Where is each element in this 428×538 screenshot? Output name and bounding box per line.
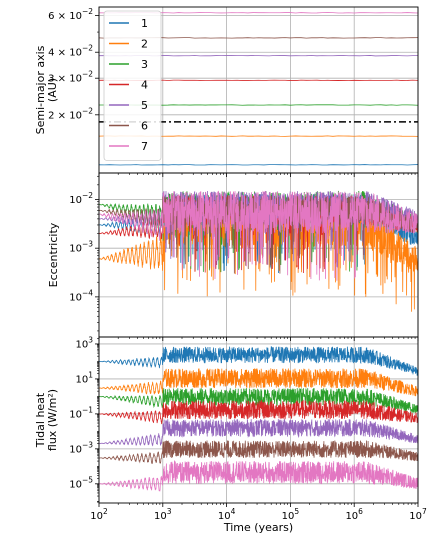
tidal-heat-flux-series-2-line (99, 367, 418, 397)
tidal-heat-flux-series-5-line (99, 419, 418, 447)
tidal-heat-flux-ytick-label: 10−3 (69, 440, 93, 455)
semi-major-axis-ylabel: (AU) (46, 78, 59, 102)
eccentricity-ylabel: Eccentricity (47, 222, 60, 287)
semi-major-axis-ytick-label: 2 × 10−2 (48, 106, 93, 121)
eccentricity-ytick-label: 10−2 (69, 191, 93, 206)
tidal-heat-flux-ylabel: Tidal heat (34, 392, 47, 448)
tidal-heat-flux-series-3-line (99, 387, 418, 414)
semi-major-axis-ylabel: Semi-major axis (34, 45, 47, 134)
xtick-label: 105 (282, 507, 300, 522)
legend-label-3: 3 (141, 58, 148, 71)
tidal-heat-flux-ytick-label: 103 (75, 335, 93, 350)
tidal-heat-flux-series-6-line (99, 440, 418, 465)
tidal-heat-flux-series-group (99, 345, 418, 492)
tidal-heat-flux-ylabel: flux (W/m²) (46, 389, 59, 451)
legend-label-1: 1 (141, 17, 148, 30)
xtick-label: 102 (90, 507, 108, 522)
legend-label-4: 4 (141, 79, 148, 92)
legend-frame (103, 10, 162, 161)
tidal-heat-flux-ytick-label: 10−5 (69, 475, 93, 490)
legend: 1 2 3 4 5 6 7 (103, 10, 162, 161)
semi-major-axis-ytick-label: 3 × 10−2 (48, 70, 93, 85)
eccentricity-series-group (99, 190, 418, 312)
legend-label-2: 2 (141, 38, 148, 51)
eccentricity-series-7-line (99, 190, 418, 281)
semi-major-axis-ytick-label: 6 × 10−2 (48, 7, 93, 22)
tidal-heat-flux-ytick-label: 10−1 (69, 405, 93, 420)
tidal-heat-flux-series-7-line (99, 460, 418, 492)
tidal-heat-flux-ytick-label: 101 (75, 370, 93, 385)
xtick-label: 104 (218, 507, 236, 522)
data-layer (99, 12, 418, 492)
semi-major-axis-ytick-label: 4 × 10−2 (48, 44, 93, 59)
x-axis-label: Time (years) (223, 521, 293, 534)
xtick-label: 103 (154, 507, 172, 522)
tidal-heat-flux-series-1-line (99, 345, 418, 376)
eccentricity-ytick-label: 10−4 (69, 288, 93, 303)
legend-label-6: 6 (141, 120, 148, 133)
axes-layer (95, 6, 419, 507)
xtick-label: 106 (345, 507, 363, 522)
legend-label-5: 5 (141, 99, 148, 112)
legend-label-7: 7 (141, 140, 148, 153)
tidal-heat-flux-axes-frame (98, 336, 419, 504)
tidal-heat-flux-series-4-line (99, 399, 418, 425)
xtick-label: 107 (409, 507, 427, 522)
eccentricity-ytick-label: 10−3 (69, 240, 93, 255)
text-layer: 2 × 10−2 3 × 10−2 4 × 10−2 6 × 10−2 Semi-maj… (34, 7, 427, 534)
